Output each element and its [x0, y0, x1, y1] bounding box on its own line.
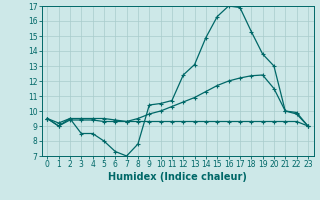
X-axis label: Humidex (Indice chaleur): Humidex (Indice chaleur) — [108, 172, 247, 182]
